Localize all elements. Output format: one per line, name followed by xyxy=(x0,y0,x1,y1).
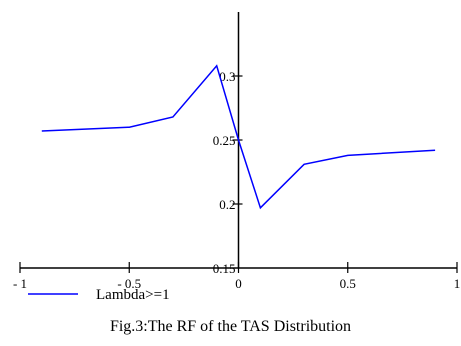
y-tick-label: 0.2 xyxy=(219,197,235,212)
y-tick-label: 0.3 xyxy=(219,69,235,84)
x-ticks: - 1 - 0.5 0 0.5 1 xyxy=(13,262,460,291)
x-tick-label: - 0.5 xyxy=(117,276,141,291)
series-line xyxy=(41,64,436,210)
x-tick-label: - 1 xyxy=(13,276,27,291)
y-ticks: 0.15 0.2 0.25 0.3 xyxy=(213,69,243,276)
y-tick-label: 0.25 xyxy=(213,133,236,148)
x-tick-label: 1 xyxy=(454,276,461,291)
x-tick-label: 0 xyxy=(235,276,242,291)
figure-caption: Fig.3:The RF of the TAS Distribution xyxy=(109,318,352,335)
series-layer xyxy=(41,64,436,210)
legend-label: Lambda>=1 xyxy=(96,287,170,303)
y-tick-label: 0.15 xyxy=(213,261,236,276)
legend: Lambda>=1 xyxy=(28,287,170,303)
x-tick-label: 0.5 xyxy=(340,276,356,291)
